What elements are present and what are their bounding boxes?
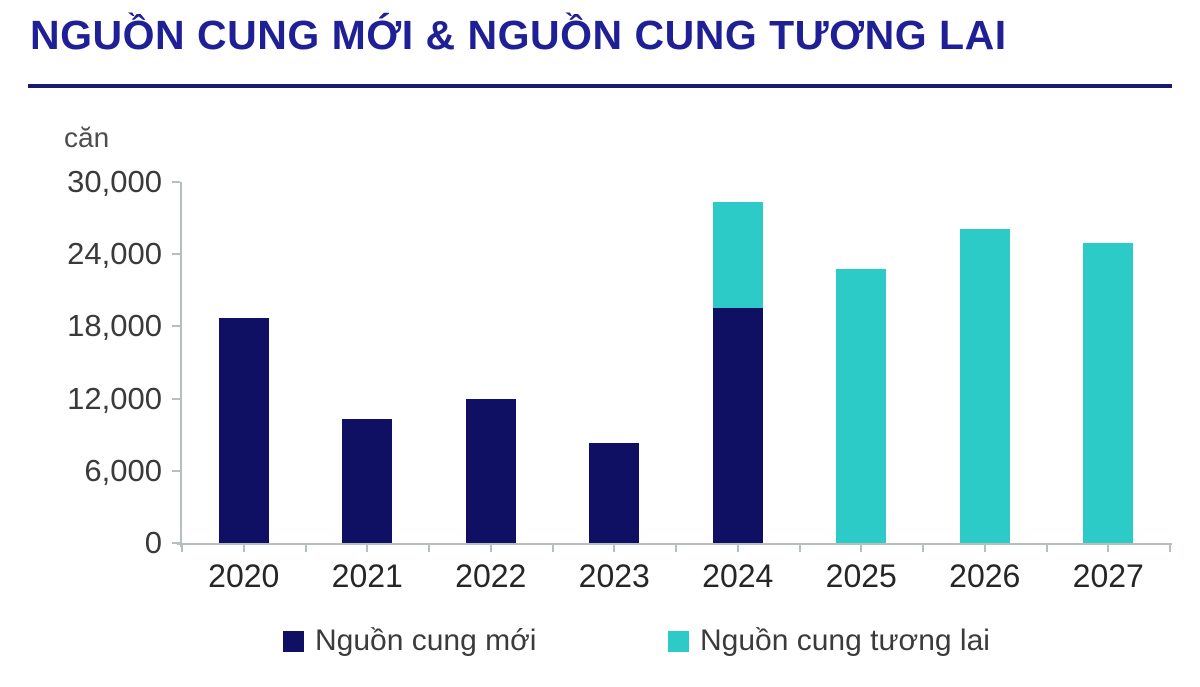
y-axis-tick	[172, 253, 180, 256]
x-axis-tick	[428, 545, 430, 552]
x-axis-tick	[675, 545, 677, 552]
bar-2023-new-supply-segment	[589, 443, 640, 543]
legend-item-future-supply: Nguồn cung tương lai	[668, 624, 990, 657]
x-axis-category-label: 2024	[702, 558, 774, 594]
y-axis-tick-label: 0	[144, 525, 162, 560]
x-axis-category-label: 2022	[455, 558, 527, 594]
x-axis-category-label: 2023	[578, 558, 650, 594]
x-axis-category-label: 2020	[208, 558, 280, 594]
y-axis-tick	[172, 469, 180, 472]
x-axis-tick	[242, 545, 245, 552]
y-axis-tick-label: 6,000	[84, 452, 162, 488]
x-axis-tick	[922, 545, 924, 552]
bar-2020-new-supply-segment	[218, 317, 269, 543]
y-axis-tick	[172, 181, 180, 183]
x-axis-category-label: 2026	[949, 558, 1021, 594]
y-axis-tick-label: 12,000	[67, 380, 162, 416]
new-supply-legend-swatch	[283, 630, 304, 652]
legend-label: Nguồn cung mới	[315, 624, 537, 657]
x-axis-tick	[983, 545, 986, 552]
x-axis-tick	[304, 545, 307, 552]
title-underline	[28, 84, 1172, 88]
bar-2026-future-supply-segment	[959, 228, 1010, 543]
y-axis-tick-label: 24,000	[67, 236, 162, 272]
x-axis-tick	[736, 545, 739, 552]
bar-2025-future-supply-segment	[836, 268, 887, 543]
y-axis-tick	[172, 325, 180, 328]
y-axis-tick-label: 18,000	[67, 308, 162, 344]
x-axis-tick	[1107, 545, 1110, 552]
x-axis-category-label: 2027	[1072, 558, 1144, 594]
bar-2022-new-supply-segment	[465, 398, 516, 543]
legend-label: Nguồn cung tương lai	[700, 624, 990, 657]
bar-2024-future-supply-segment	[712, 202, 763, 309]
x-axis-tick	[489, 545, 492, 552]
x-axis-line	[177, 543, 1172, 545]
y-axis-tick-label: 30,000	[67, 164, 162, 199]
legend-item-new-supply: Nguồn cung mới	[283, 624, 537, 657]
x-axis-category-label: 2025	[825, 558, 897, 594]
x-axis-tick	[1169, 545, 1171, 552]
x-axis-tick	[551, 545, 554, 552]
x-axis-tick	[1045, 545, 1048, 552]
bar-2027-future-supply-segment	[1083, 243, 1134, 543]
y-axis-tick	[172, 397, 180, 400]
x-axis-tick	[181, 545, 183, 552]
x-axis-tick	[613, 545, 616, 552]
y-axis-line	[180, 182, 182, 547]
y-axis-unit-label: căn	[64, 122, 110, 153]
x-axis-tick	[860, 545, 863, 552]
bar-2021-new-supply-segment	[342, 419, 393, 543]
x-axis-category-label: 2021	[331, 558, 403, 594]
x-axis-tick	[366, 545, 369, 552]
bar-2024-new-supply-segment	[712, 308, 763, 543]
y-axis-tick	[172, 542, 180, 544]
future-supply-legend-swatch	[668, 630, 689, 652]
chart-title: NGUỒN CUNG MỚI & NGUỒN CUNG TƯƠNG LAI	[30, 12, 1007, 58]
x-axis-tick	[798, 545, 801, 552]
